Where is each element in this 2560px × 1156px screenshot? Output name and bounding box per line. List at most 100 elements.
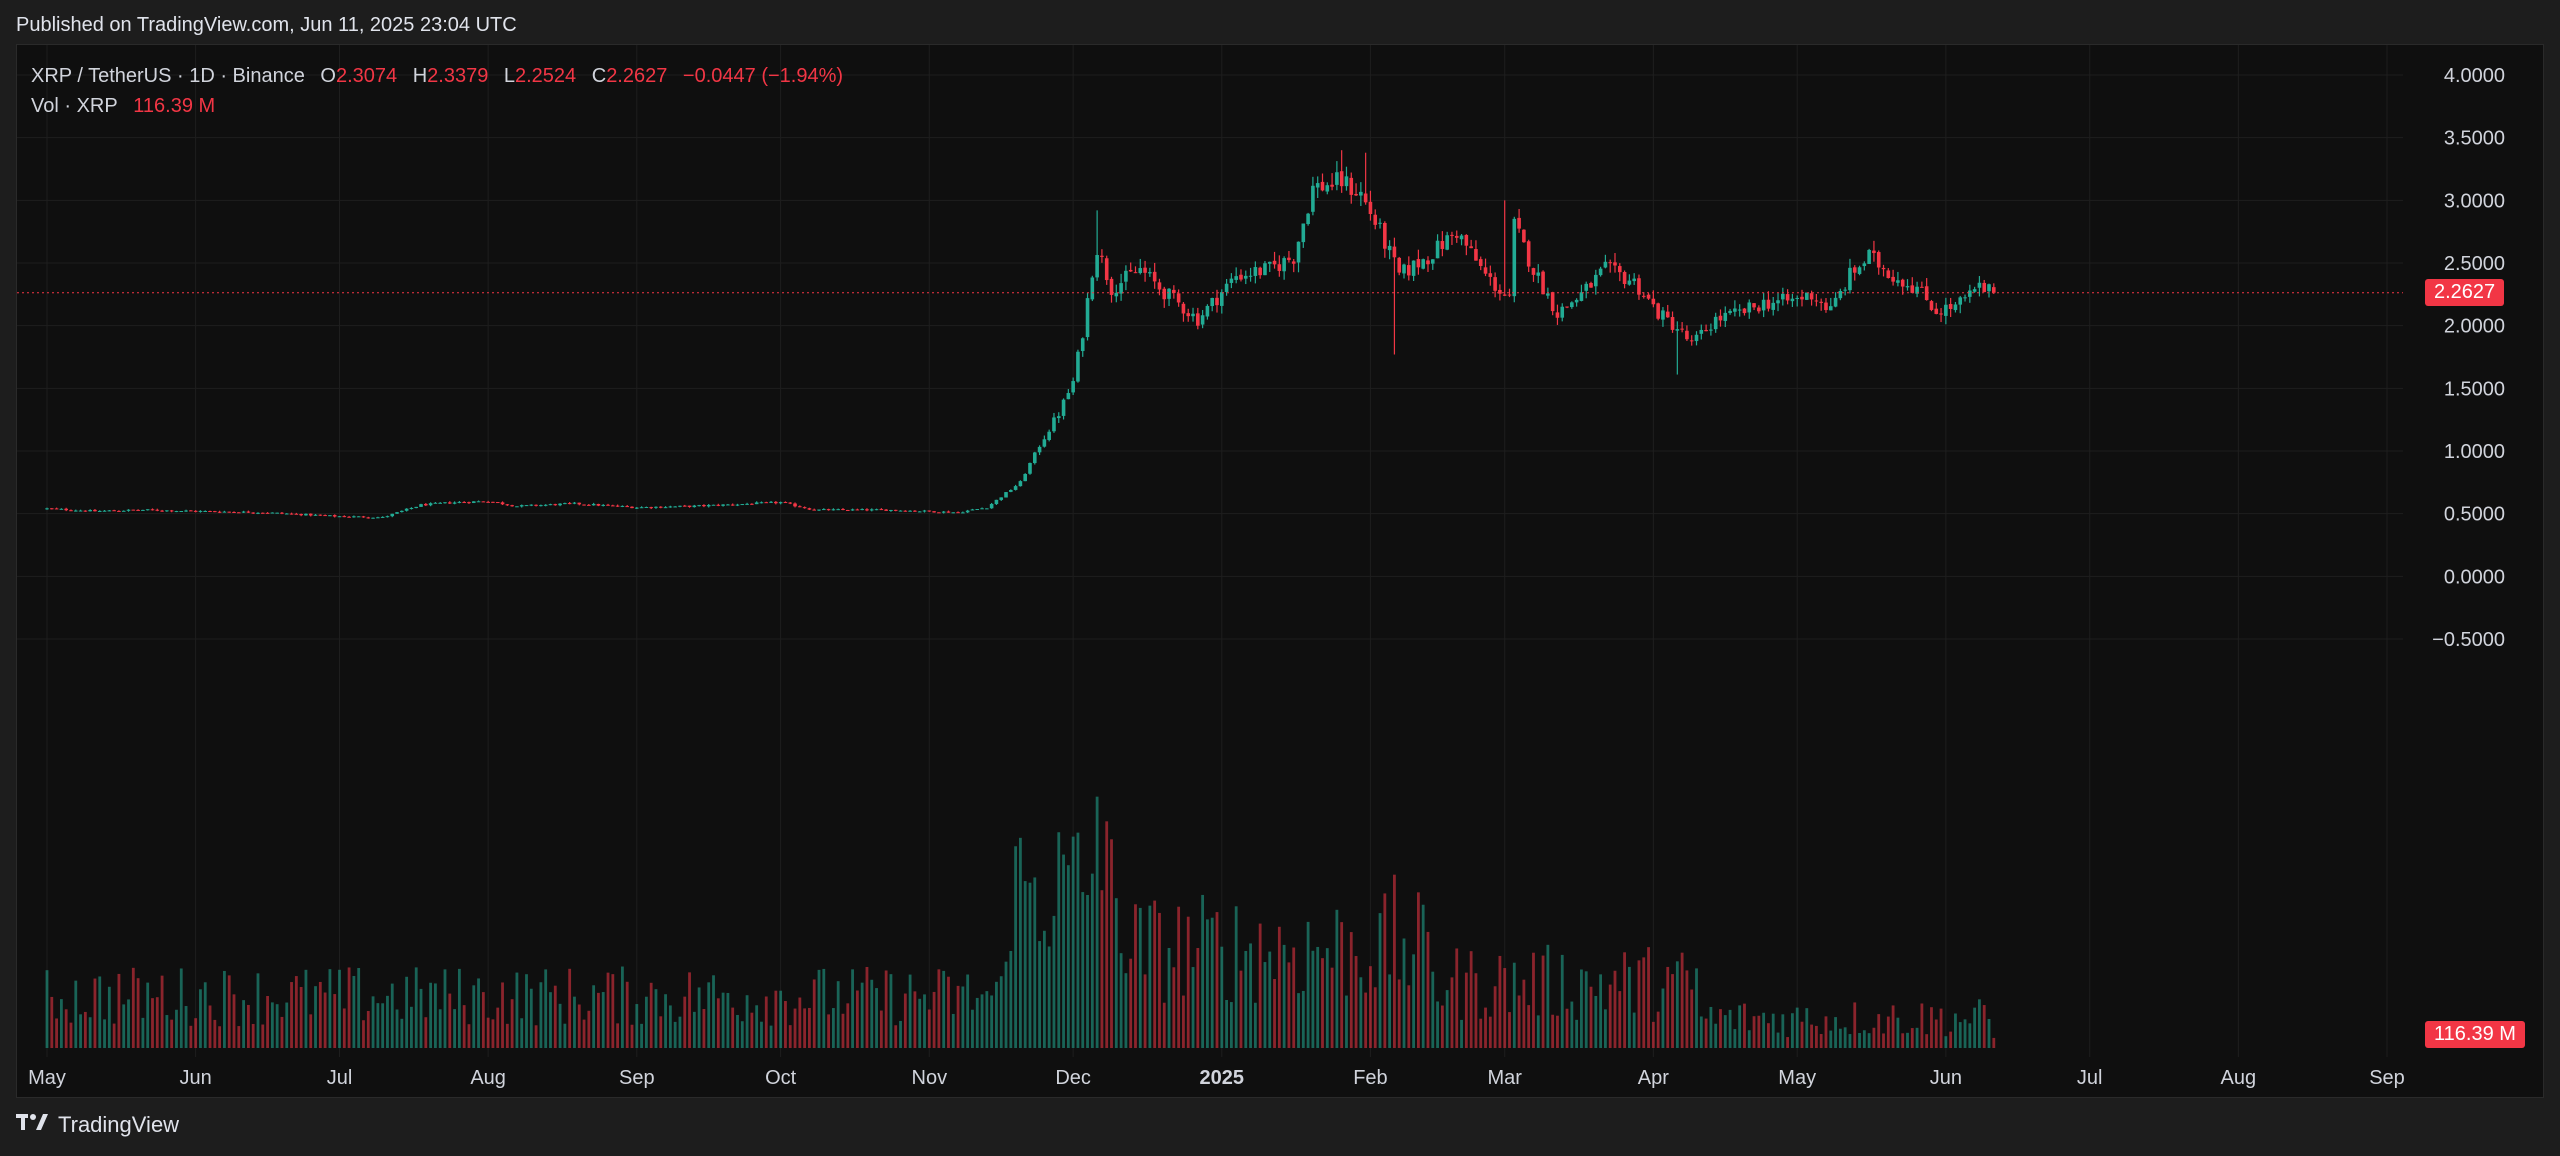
volume-bar — [1556, 1015, 1559, 1048]
candle — [342, 515, 347, 518]
volume-bar — [213, 1019, 217, 1048]
candle-body — [1517, 217, 1521, 229]
volume-bar — [908, 974, 912, 1048]
volume-bar — [995, 981, 998, 1048]
candle — [328, 515, 332, 517]
candle — [941, 510, 946, 514]
symbol-label[interactable]: XRP / TetherUS · 1D · Binance — [31, 65, 305, 87]
candle-body — [1119, 283, 1123, 294]
candle-body — [654, 506, 658, 508]
candle — [1181, 302, 1186, 322]
candle-body — [1992, 287, 1996, 293]
candle-body — [1694, 334, 1699, 342]
volume-bar — [1695, 968, 1698, 1048]
candle-body — [1215, 297, 1219, 306]
time-axis-label: May — [1778, 1067, 1816, 1089]
volume-bar — [1666, 966, 1670, 1048]
candle-body — [203, 510, 208, 512]
candle-body — [395, 512, 399, 514]
candle-body — [754, 502, 759, 505]
volume-bar — [266, 995, 269, 1048]
candle — [1100, 249, 1104, 263]
volume-bar — [1431, 971, 1435, 1048]
candle — [1833, 292, 1838, 308]
volume-bar — [1843, 1027, 1847, 1048]
candle-body — [414, 506, 419, 509]
candle-body — [1205, 305, 1210, 317]
volume-bar — [424, 1017, 428, 1048]
candle-body — [112, 510, 116, 512]
volume-bar — [155, 997, 159, 1048]
candle — [1450, 231, 1454, 245]
price-chart[interactable]: 4.0000 3.5000 3.0000 2.5000 2.0000 1.5000 1.00… — [17, 45, 2544, 1098]
candle-body — [1632, 278, 1636, 282]
candle-body — [884, 509, 888, 511]
candle — [1713, 312, 1718, 333]
candle — [1522, 229, 1526, 243]
candle — [1104, 255, 1109, 285]
candle — [567, 501, 572, 505]
price-axis-label: 1.0000 — [2444, 441, 2505, 463]
volume-bar — [1249, 943, 1252, 1048]
candle — [1872, 240, 1876, 262]
candle — [836, 508, 840, 511]
candle-body — [1339, 171, 1344, 187]
candle — [1028, 462, 1032, 475]
candle-body — [1646, 294, 1651, 299]
candle-body — [826, 509, 831, 511]
candle — [126, 509, 131, 512]
candle-body — [380, 516, 385, 518]
candle-body — [1004, 492, 1008, 498]
candle — [1493, 272, 1497, 298]
candle — [1694, 331, 1699, 346]
volume-bar — [582, 1019, 586, 1048]
candle — [1579, 284, 1584, 302]
candle — [193, 510, 198, 513]
volume-bar — [74, 980, 78, 1048]
candle-body — [237, 512, 241, 514]
candle-body — [807, 508, 812, 510]
candle — [1263, 261, 1267, 276]
volume-bar — [184, 1006, 188, 1048]
candle-body — [1661, 310, 1665, 320]
candle-body — [994, 499, 999, 505]
candle-body — [1311, 185, 1315, 212]
volume-bar — [434, 983, 437, 1048]
candle — [697, 504, 701, 507]
candle — [323, 514, 327, 517]
chart-panel[interactable]: 4.0000 3.5000 3.0000 2.5000 2.0000 1.5000 1.00… — [16, 44, 2544, 1098]
candle-body — [1162, 288, 1167, 300]
candle — [1771, 296, 1776, 316]
candle — [1148, 267, 1152, 277]
candle — [241, 510, 246, 514]
candle — [1507, 288, 1512, 298]
candle — [189, 510, 193, 512]
volume-bar — [1589, 986, 1593, 1048]
candle-body — [735, 504, 740, 506]
candle-body — [687, 505, 692, 507]
candle — [246, 510, 251, 513]
candle-body — [774, 501, 778, 504]
volume-bar — [314, 986, 317, 1048]
candle — [1795, 295, 1800, 307]
volume-bar — [1757, 1015, 1761, 1048]
candle — [1349, 172, 1354, 204]
candle — [1541, 270, 1545, 295]
volume-bar — [1877, 1014, 1881, 1048]
volume-bar — [750, 1012, 754, 1048]
volume-bar — [1301, 990, 1305, 1048]
candle-body — [1325, 185, 1330, 192]
volume-bar — [50, 996, 54, 1048]
candle — [1037, 445, 1042, 456]
candle — [1133, 266, 1138, 274]
time-axis-label: Jul — [2077, 1067, 2103, 1089]
candle — [1675, 321, 1680, 375]
footer-brand[interactable]: TradingView — [16, 1112, 179, 1138]
volume-label[interactable]: Vol · XRP — [31, 95, 118, 117]
volume-bar — [1148, 905, 1152, 1048]
candle — [457, 500, 462, 504]
candle-body — [1790, 298, 1795, 302]
candle — [754, 501, 759, 505]
candle — [932, 511, 936, 513]
candle-body — [975, 509, 980, 511]
